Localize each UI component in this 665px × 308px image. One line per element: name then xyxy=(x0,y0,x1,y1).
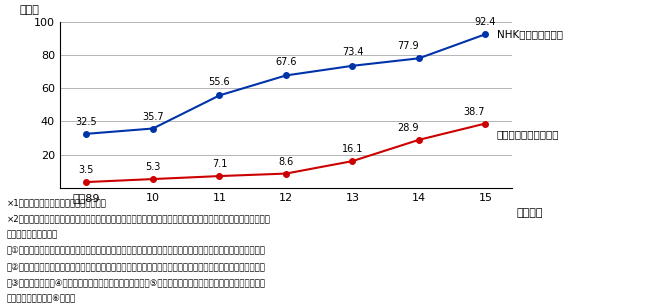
Text: 73.4: 73.4 xyxy=(342,47,363,58)
Text: ①技術的に字幕を付すことができない放送番組（例　現在のところのニュース、スポーツ中継等の生番組）、: ①技術的に字幕を付すことができない放送番組（例 現在のところのニュース、スポーツ… xyxy=(7,247,265,256)
Text: 55.6: 55.6 xyxy=(209,77,230,87)
Text: 77.9: 77.9 xyxy=(397,41,419,51)
Text: （年度）: （年度） xyxy=(517,208,543,218)
Text: ②オープンキャプション、手話等により音声を説明している放送番組（例　字幕付き映画、手話ニュース）、: ②オープンキャプション、手話等により音声を説明している放送番組（例 字幕付き映画… xyxy=(7,263,265,272)
Text: ×2：この図表における「字幕付与可能な総放送時間」とは次に掛ける放送番組を除く７時かれ２４時までの放送: ×2：この図表における「字幕付与可能な総放送時間」とは次に掛ける放送番組を除く７… xyxy=(7,215,271,224)
Text: きない放送番組、⑥再放送: きない放送番組、⑥再放送 xyxy=(7,295,76,304)
Text: 38.7: 38.7 xyxy=(464,107,485,116)
Text: 7.1: 7.1 xyxy=(211,159,227,169)
Text: NHK（総合テレビ）: NHK（総合テレビ） xyxy=(497,29,563,39)
Text: 32.5: 32.5 xyxy=(76,117,97,127)
Text: 3.5: 3.5 xyxy=(78,165,94,175)
Text: 5.3: 5.3 xyxy=(145,162,161,172)
Text: （％）: （％） xyxy=(19,5,39,15)
Text: 番組の放送時間数: 番組の放送時間数 xyxy=(7,231,58,240)
Text: 92.4: 92.4 xyxy=(475,17,496,27)
Text: 16.1: 16.1 xyxy=(342,144,363,154)
Text: 67.6: 67.6 xyxy=(275,57,297,67)
Text: 8.6: 8.6 xyxy=(279,157,293,167)
Text: 28.9: 28.9 xyxy=(397,123,418,133)
Text: 35.7: 35.7 xyxy=(142,111,164,122)
Text: ×1：２週間のサンプル週を調査したもの: ×1：２週間のサンプル週を調査したもの xyxy=(7,199,106,208)
Text: ③外国語の番組、④大部分が歌唱・器楽演奏の音楽番組、⑤権利処理上の理由等により字幕を付すことがで: ③外国語の番組、④大部分が歌唱・器楽演奏の音楽番組、⑤権利処理上の理由等により字… xyxy=(7,279,265,288)
Text: 民放（キー５局平均）: 民放（キー５局平均） xyxy=(497,130,559,140)
